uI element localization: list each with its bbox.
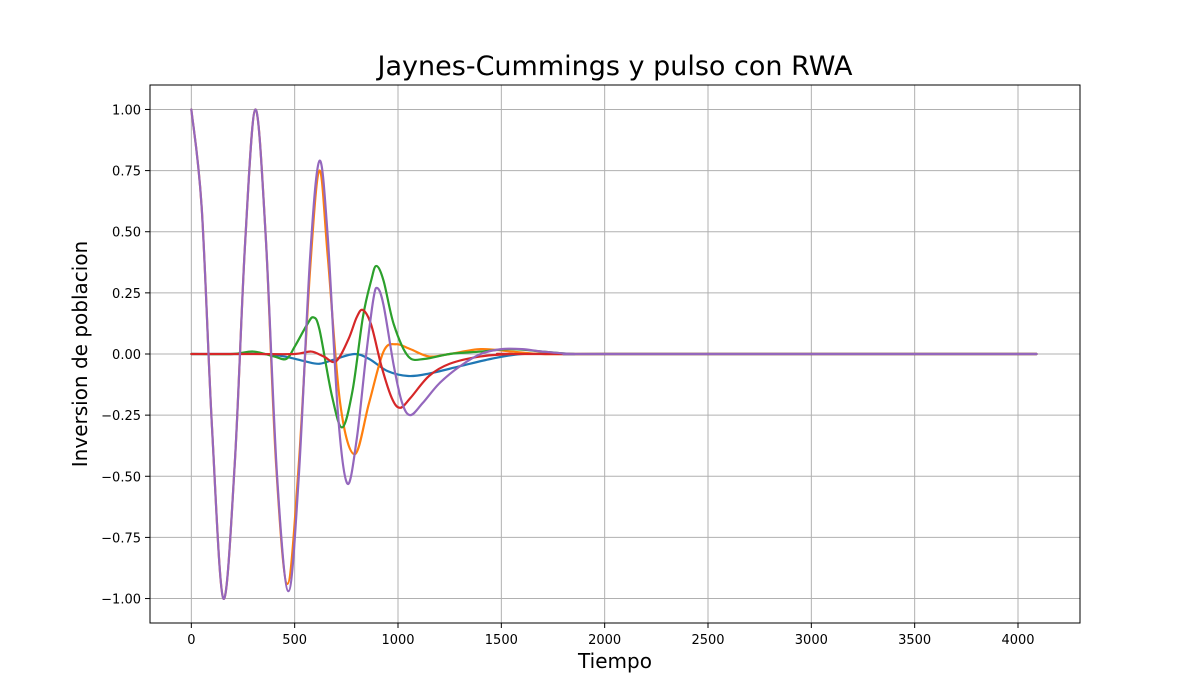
y-tick-label: 0.00	[112, 348, 141, 363]
x-tick-label: 3500	[898, 633, 931, 648]
y-tick-label: 0.50	[112, 226, 141, 241]
y-tick-label: 0.75	[112, 165, 141, 180]
y-tick-label: 0.25	[112, 287, 141, 302]
x-tick-label: 3000	[795, 633, 828, 648]
x-tick-label: 2000	[588, 633, 621, 648]
series-line-4	[190, 308, 1038, 409]
x-tick-label: 0	[187, 633, 195, 648]
chart-title: Jaynes-Cummings y pulso con RWA	[376, 51, 853, 82]
y-tick-label: −0.50	[101, 470, 141, 485]
x-tick-label: 1000	[381, 633, 414, 648]
x-tick-label: 2500	[691, 633, 724, 648]
plot-area: 0 500 1000 1500 2000 2500 3000 3500 4000 −1.00 −0.…	[101, 84, 1081, 648]
y-tick-label: −0.25	[101, 409, 141, 424]
x-tick-label: 1500	[485, 633, 518, 648]
axis-ticks: 0 500 1000 1500 2000 2500 3000 3500 4000 −1.00 −0.…	[101, 103, 1034, 648]
series-lines	[190, 108, 1038, 600]
y-axis-label: Inversion de poblacion	[68, 241, 92, 467]
x-axis-label: Tiempo	[577, 649, 652, 673]
x-tick-label: 4000	[1001, 633, 1034, 648]
x-tick-label: 500	[282, 633, 307, 648]
series-line-5	[190, 108, 1038, 600]
y-tick-label: −1.00	[101, 593, 141, 608]
y-tick-label: 1.00	[112, 103, 141, 118]
y-tick-label: −0.75	[101, 531, 141, 546]
